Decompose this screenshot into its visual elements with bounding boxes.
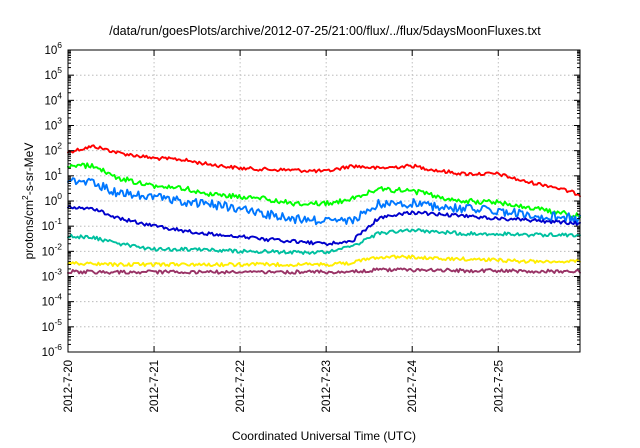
y-tick-exponent: 5 bbox=[57, 65, 62, 75]
y-tick-label: 101 bbox=[44, 166, 62, 183]
y-tick-label: 105 bbox=[44, 65, 62, 82]
y-tick-base: 10 bbox=[42, 246, 55, 258]
y-axis-label: protons/cm2-s-sr-MeV bbox=[20, 143, 36, 260]
x-tick-label: 2012-7-23 bbox=[321, 360, 333, 412]
y-tick-label: 10-2 bbox=[42, 241, 63, 258]
y-tick-exponent: 0 bbox=[57, 191, 62, 201]
y-tick-label: 10-4 bbox=[42, 292, 63, 309]
y-tick-label: 10-3 bbox=[42, 267, 63, 284]
y-tick-exponent: 2 bbox=[57, 141, 62, 151]
series-line bbox=[67, 267, 581, 275]
y-tick-label: 100 bbox=[44, 191, 62, 208]
y-tick-base: 10 bbox=[44, 45, 57, 57]
y-tick-base: 10 bbox=[42, 221, 55, 233]
x-tick-label: 2012-7-24 bbox=[407, 359, 419, 412]
y-tick-exponent: -2 bbox=[54, 241, 62, 251]
y-tick-label: 103 bbox=[44, 116, 62, 133]
y-tick-label: 10-5 bbox=[42, 317, 63, 334]
y-tick-labels: 10-610-510-410-310-210-11001011021031041… bbox=[42, 40, 63, 359]
y-tick-base: 10 bbox=[44, 171, 57, 183]
ticks-layer bbox=[67, 49, 580, 353]
y-tick-exponent: 1 bbox=[57, 166, 62, 176]
x-tick-label: 2012-7-20 bbox=[63, 360, 75, 412]
x-tick-labels: 2012-7-20 2012-7-21 2012-7-22 2012-7-23 2012… bbox=[63, 359, 505, 412]
y-tick-exponent: -5 bbox=[54, 317, 62, 327]
series-line bbox=[67, 162, 581, 219]
y-tick-label: 10-6 bbox=[42, 342, 63, 359]
y-tick-label: 104 bbox=[44, 90, 62, 107]
series-line bbox=[67, 254, 581, 268]
series-line bbox=[67, 144, 581, 198]
y-tick-exponent: 3 bbox=[57, 116, 62, 126]
series-line bbox=[67, 177, 581, 226]
y-tick-exponent: -3 bbox=[54, 267, 62, 277]
series-line bbox=[67, 204, 581, 247]
y-tick-exponent: -4 bbox=[54, 292, 62, 302]
y-axis-label-suffix: -s-sr-MeV bbox=[22, 143, 36, 196]
y-tick-base: 10 bbox=[44, 95, 57, 107]
y-axis-label-prefix: protons/cm bbox=[22, 200, 36, 259]
y-axis-label-superscript: 2 bbox=[20, 195, 30, 200]
series-layer bbox=[67, 144, 581, 275]
chart-title: /data/run/goesPlots/archive/2012-07-25/2… bbox=[109, 24, 541, 38]
y-tick-label: 106 bbox=[44, 40, 62, 57]
x-axis-label: Coordinated Universal Time (UTC) bbox=[232, 429, 416, 443]
y-tick-exponent: -1 bbox=[54, 216, 62, 226]
y-tick-base: 10 bbox=[44, 146, 57, 158]
y-tick-base: 10 bbox=[44, 70, 57, 82]
y-tick-base: 10 bbox=[42, 297, 55, 309]
y-tick-base: 10 bbox=[42, 272, 55, 284]
y-tick-exponent: 4 bbox=[57, 90, 62, 100]
series-line bbox=[67, 228, 581, 255]
y-tick-base: 10 bbox=[44, 196, 57, 208]
y-tick-base: 10 bbox=[44, 121, 57, 133]
x-tick-label: 2012-7-21 bbox=[149, 360, 161, 412]
y-tick-label: 10-1 bbox=[42, 216, 63, 233]
grid-layer bbox=[68, 50, 580, 352]
y-tick-base: 10 bbox=[42, 347, 55, 359]
y-tick-exponent: 6 bbox=[57, 40, 62, 50]
x-tick-label: 2012-7-25 bbox=[493, 360, 505, 412]
x-tick-label: 2012-7-22 bbox=[235, 360, 247, 412]
y-tick-base: 10 bbox=[42, 322, 55, 334]
y-tick-exponent: -6 bbox=[54, 342, 62, 352]
y-tick-label: 102 bbox=[44, 141, 62, 158]
